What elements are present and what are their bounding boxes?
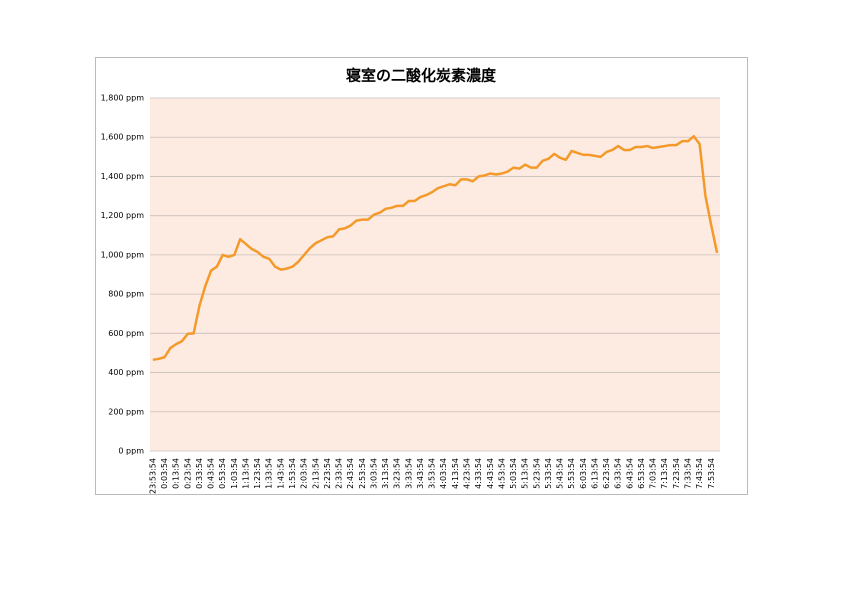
y-tick-label: 600 ppm [108, 329, 144, 338]
x-tick-label: 1:43:54 [276, 458, 285, 489]
x-tick-label: 1:23:54 [253, 458, 262, 489]
x-tick-label: 1:13:54 [241, 458, 250, 489]
x-tick-label: 6:43:54 [625, 458, 634, 489]
x-tick-label: 2:03:54 [300, 458, 309, 489]
x-tick-label: 1:33:54 [265, 458, 274, 489]
y-tick-label: 1,800 ppm [101, 94, 145, 103]
x-tick-label: 5:23:54 [532, 458, 541, 489]
x-tick-label: 4:53:54 [497, 458, 506, 489]
x-tick-label: 3:13:54 [381, 458, 390, 489]
x-tick-label: 6:53:54 [637, 458, 646, 489]
y-tick-label: 0 ppm [118, 447, 144, 456]
x-tick-label: 5:43:54 [556, 458, 565, 489]
x-tick-label: 5:13:54 [521, 458, 530, 489]
x-tick-label: 0:53:54 [218, 458, 227, 489]
x-tick-label: 6:03:54 [579, 458, 588, 489]
data-line [152, 134, 719, 362]
x-tick-label: 7:33:54 [684, 458, 693, 489]
x-tick-label: 5:03:54 [509, 458, 518, 489]
x-tick-label: 2:53:54 [358, 458, 367, 489]
x-tick-label: 7:13:54 [660, 458, 669, 489]
x-tick-label: 6:33:54 [614, 458, 623, 489]
x-tick-label: 2:13:54 [311, 458, 320, 489]
x-tick-label: 4:23:54 [462, 458, 471, 489]
x-tick-label: 2:43:54 [346, 458, 355, 489]
x-tick-label: 0:03:54 [160, 458, 169, 489]
x-tick-label: 23:53:54 [148, 458, 157, 494]
x-tick-label: 6:23:54 [602, 458, 611, 489]
x-tick-label: 0:43:54 [207, 458, 216, 489]
x-tick-label: 0:23:54 [183, 458, 192, 489]
x-tick-label: 7:53:54 [707, 458, 716, 489]
x-tick-label: 3:23:54 [393, 458, 402, 489]
x-tick-label: 7:23:54 [672, 458, 681, 489]
x-tick-label: 3:03:54 [369, 458, 378, 489]
y-tick-label: 1,400 ppm [101, 172, 145, 181]
x-tick-label: 7:03:54 [649, 458, 658, 489]
x-tick-label: 3:43:54 [416, 458, 425, 489]
x-tick-label: 4:33:54 [474, 458, 483, 489]
x-tick-label: 7:43:54 [695, 458, 704, 489]
x-tick-label: 3:53:54 [428, 458, 437, 489]
x-tick-label: 1:03:54 [230, 458, 239, 489]
x-tick-label: 2:23:54 [323, 458, 332, 489]
y-tick-label: 800 ppm [108, 290, 144, 299]
x-tick-label: 4:03:54 [439, 458, 448, 489]
y-tick-label: 1,000 ppm [101, 250, 145, 259]
x-tick-label: 4:13:54 [451, 458, 460, 489]
x-tick-label: 3:33:54 [404, 458, 413, 489]
x-tick-label: 5:33:54 [544, 458, 553, 489]
x-tick-label: 4:43:54 [486, 458, 495, 489]
y-tick-label: 1,600 ppm [101, 133, 145, 142]
chart-title: 寝室の二酸化炭素濃度 [346, 67, 497, 85]
x-tick-label: 1:53:54 [288, 458, 297, 489]
x-tick-label: 6:13:54 [590, 458, 599, 489]
x-tick-label: 0:33:54 [195, 458, 204, 489]
x-tick-label: 5:53:54 [567, 458, 576, 489]
plot-area [150, 98, 720, 451]
y-tick-label: 1,200 ppm [101, 211, 145, 220]
x-tick-label: 0:13:54 [172, 458, 181, 489]
x-tick-label: 2:33:54 [335, 458, 344, 489]
y-tick-label: 400 ppm [108, 368, 144, 377]
y-tick-label: 200 ppm [108, 407, 144, 416]
